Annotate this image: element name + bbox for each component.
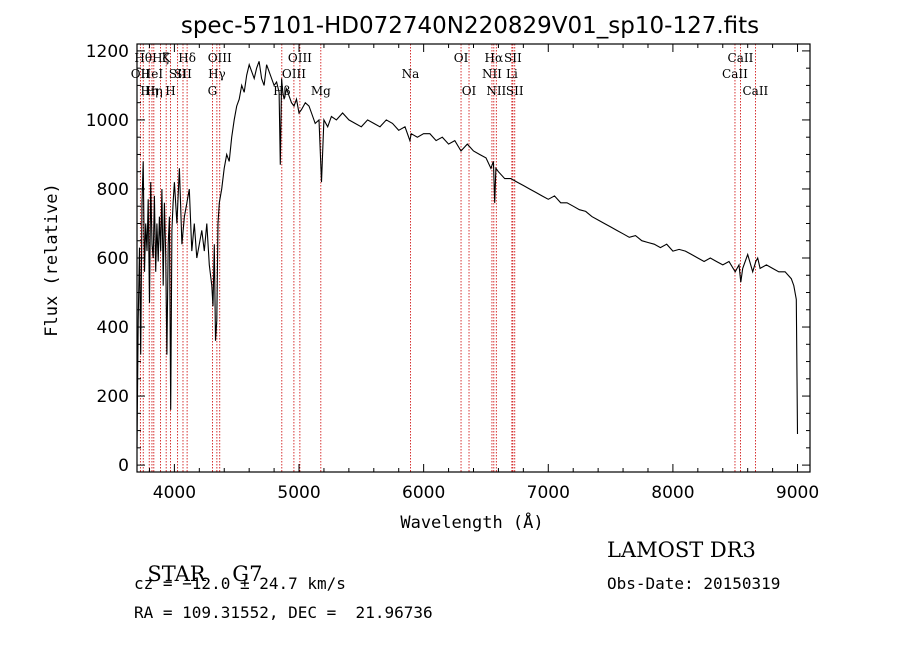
x-tick-label: 9000	[776, 483, 819, 503]
marker-label: OIII	[208, 51, 232, 65]
y-tick-label: 1000	[86, 111, 129, 131]
marker-label: CaII	[722, 67, 748, 81]
marker-label: K	[162, 51, 172, 65]
marker-label: SII	[174, 67, 192, 81]
marker-label: CaII	[742, 84, 768, 98]
plot-frame	[136, 43, 811, 473]
marker-label: Li	[506, 67, 518, 81]
marker-label: OII	[131, 67, 151, 81]
marker-label: SII	[169, 67, 187, 81]
marker-label: NII	[486, 84, 506, 98]
marker-label: Hη	[140, 84, 158, 98]
marker-label: OIII	[288, 51, 312, 65]
marker-label: Hζ	[152, 51, 169, 65]
x-tick-label: 5000	[277, 483, 320, 503]
y-axis-label: Flux (relative)	[42, 183, 62, 337]
spectral-line-markers	[139, 44, 756, 472]
marker-label: OI	[462, 84, 477, 98]
marker-label: OI	[454, 51, 469, 65]
marker-label: SII	[506, 84, 524, 98]
spectral-line-labels: OIIHθHηHeIHηHζKHSIISIIHδGHγOIIIHβOIIIOII…	[131, 51, 769, 98]
y-tick-label: 0	[118, 456, 129, 476]
obs-date: Obs-Date: 20150319	[607, 574, 781, 593]
marker-label: H	[165, 84, 175, 98]
x-tick-label: 7000	[527, 483, 570, 503]
marker-label: OIII	[282, 67, 306, 81]
y-tick-label: 400	[97, 318, 129, 338]
marker-label: G	[208, 84, 218, 98]
marker-label: CaII	[728, 51, 754, 65]
marker-label: Hθ	[134, 51, 152, 65]
marker-label: HeI	[141, 67, 164, 81]
marker-label: Na	[402, 67, 420, 81]
spectrum-line	[136, 61, 799, 448]
x-tick-label: 6000	[402, 483, 445, 503]
y-tick-label: 200	[97, 387, 129, 407]
marker-label: Hδ	[178, 51, 196, 65]
object-class-label: STAR	[147, 562, 206, 586]
object-class: STAR G7	[134, 538, 262, 586]
y-tick-label: 800	[97, 180, 129, 200]
marker-label: SII	[504, 51, 522, 65]
marker-label: Hγ	[208, 67, 226, 81]
object-subclass: G7	[232, 562, 263, 586]
x-axis-label: Wavelength (Å)	[400, 511, 543, 533]
redshift-value: cz = −12.0 ± 24.7 km/s	[134, 574, 346, 593]
marker-label: Hη	[145, 84, 163, 98]
x-tick-label: 4000	[153, 483, 196, 503]
y-axis-ticks: 0 200 400 600 800 1000 1200	[86, 42, 810, 476]
survey-name: LAMOST DR3	[607, 538, 756, 562]
y-tick-label: 1200	[86, 42, 129, 62]
chart-title: spec-57101-HD072740N220829V01_sp10-127.f…	[181, 13, 759, 39]
x-axis-ticks: 4000 5000 6000 7000 8000 9000	[148, 44, 819, 503]
coordinates: RA = 109.31552, DEC = 21.96736	[134, 603, 433, 622]
marker-label: NII	[482, 67, 502, 81]
x-tick-label: 8000	[651, 483, 694, 503]
marker-label: Hα	[485, 51, 504, 65]
y-tick-label: 600	[97, 249, 129, 269]
marker-label: Mg	[311, 84, 331, 98]
